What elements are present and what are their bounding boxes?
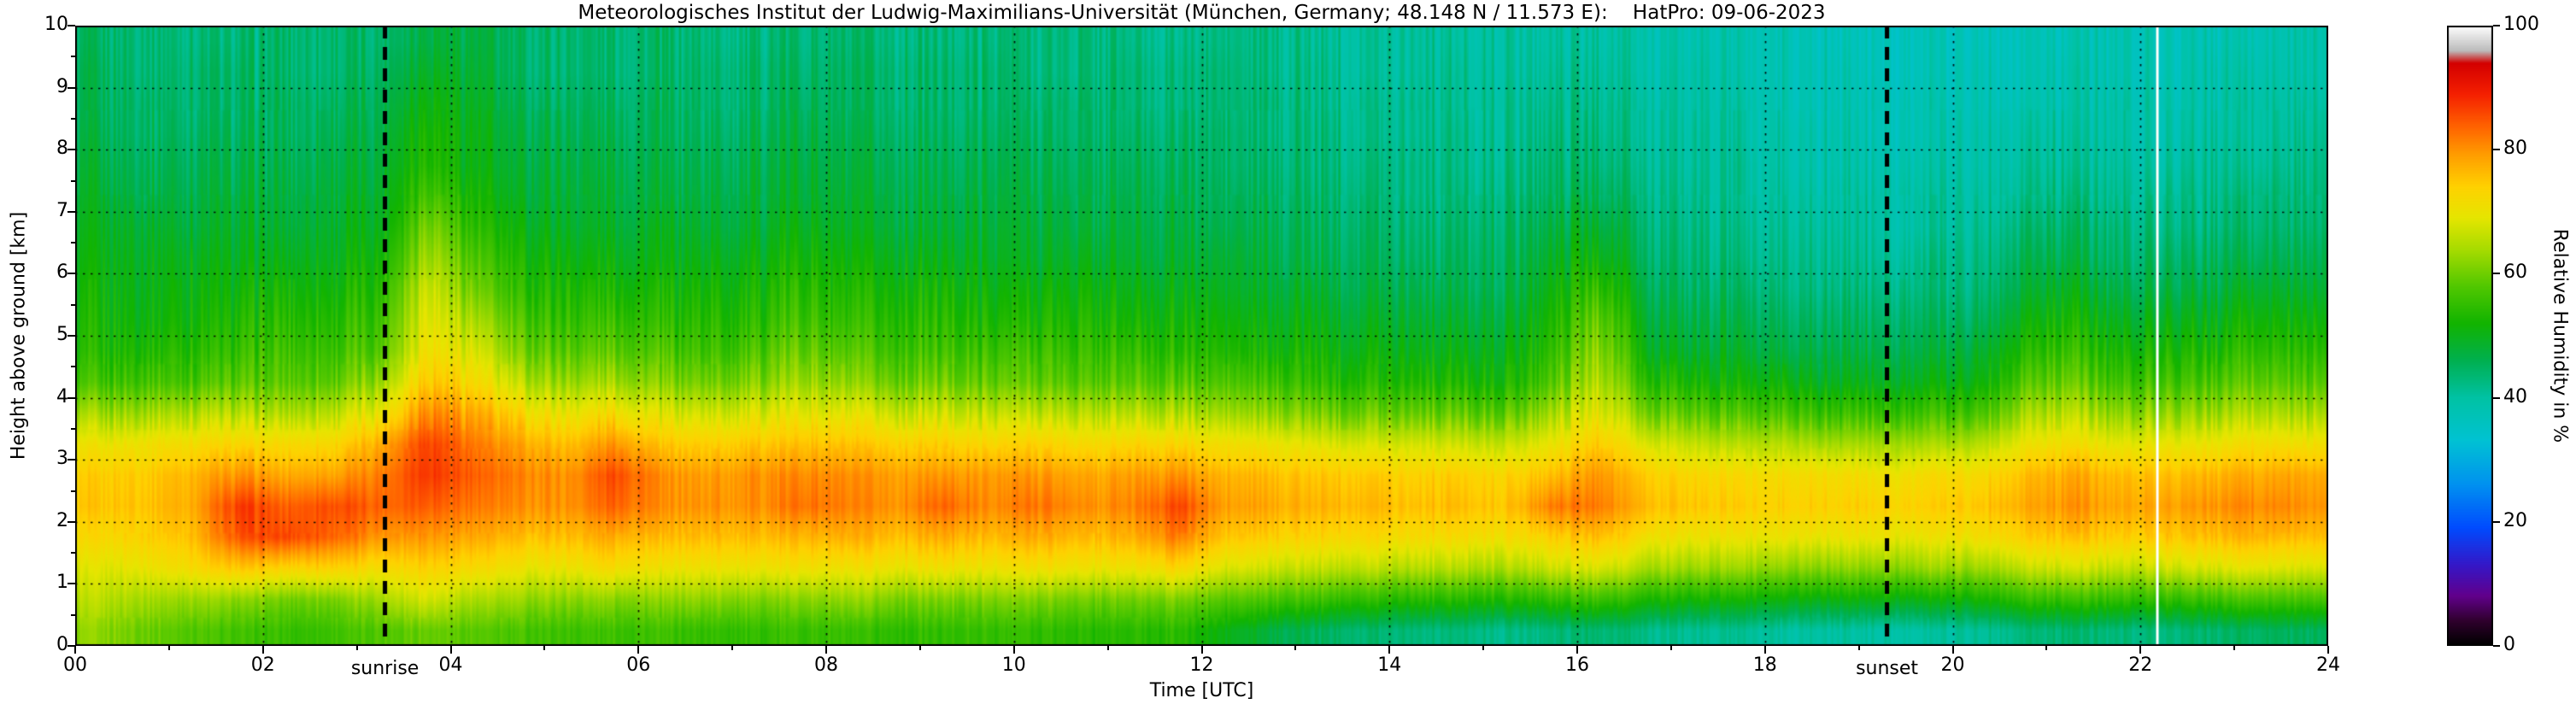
- x-tick-label: 04: [438, 654, 463, 676]
- colorbar-gradient-canvas: [2447, 26, 2493, 646]
- x-minor-tick-mark: [1857, 646, 1860, 650]
- plot-area: [75, 26, 2328, 646]
- x-tick-mark: [2139, 646, 2142, 654]
- y-tick-label: 4: [56, 385, 68, 408]
- y-minor-tick-mark: [71, 56, 75, 58]
- colorbar-tick-label: 40: [2503, 385, 2527, 408]
- x-tick-mark: [1951, 646, 1954, 654]
- sunrise-annotation: sunrise: [350, 658, 420, 679]
- x-tick-mark: [825, 646, 827, 654]
- colorbar-tick-mark: [2493, 645, 2500, 647]
- y-tick-mark: [67, 25, 75, 26]
- x-tick-label: 08: [814, 654, 838, 676]
- colorbar-tick-label: 80: [2503, 138, 2527, 160]
- x-tick-mark: [1576, 646, 1578, 654]
- y-tick-label: 7: [56, 199, 68, 221]
- x-tick-label: 24: [2316, 654, 2340, 676]
- y-tick-mark: [67, 149, 75, 151]
- y-minor-tick-mark: [71, 552, 75, 554]
- y-tick-mark: [67, 520, 75, 523]
- colorbar-tick-mark: [2493, 149, 2500, 151]
- y-axis-label: Height above ground [km]: [8, 211, 30, 461]
- y-minor-tick-mark: [71, 613, 75, 616]
- x-minor-tick-mark: [1482, 646, 1485, 650]
- x-minor-tick-mark: [1106, 646, 1109, 650]
- sunset-annotation: sunset: [1856, 658, 1919, 679]
- colorbar-tick-mark: [2493, 25, 2500, 26]
- colorbar-tick-mark: [2493, 396, 2500, 399]
- x-tick-label: 12: [1189, 654, 1214, 676]
- x-tick-mark: [1763, 646, 1766, 654]
- x-tick-mark: [1200, 646, 1203, 654]
- y-minor-tick-mark: [71, 303, 75, 306]
- y-tick-label: 8: [56, 138, 68, 160]
- y-tick-mark: [67, 335, 75, 337]
- y-tick-label: 5: [56, 324, 68, 345]
- colorbar-tick-mark: [2493, 273, 2500, 275]
- x-tick-label: 00: [63, 654, 87, 676]
- x-minor-tick-mark: [1669, 646, 1672, 650]
- x-tick-mark: [449, 646, 452, 654]
- y-tick-label: 9: [56, 75, 68, 97]
- y-tick-mark: [67, 86, 75, 89]
- colorbar: [2447, 26, 2493, 646]
- colorbar-tick-label: 100: [2503, 14, 2539, 35]
- y-tick-mark: [67, 396, 75, 399]
- x-tick-label: 16: [1565, 654, 1589, 676]
- x-minor-tick-mark: [2045, 646, 2048, 650]
- x-minor-tick-mark: [731, 646, 734, 650]
- heatmap-canvas: [75, 26, 2328, 646]
- x-minor-tick-mark: [1294, 646, 1297, 650]
- x-tick-mark: [74, 646, 76, 654]
- colorbar-tick-label: 20: [2503, 509, 2527, 531]
- x-minor-tick-mark: [355, 646, 358, 650]
- y-tick-mark: [67, 645, 75, 647]
- colorbar-tick-mark: [2493, 520, 2500, 523]
- y-minor-tick-mark: [71, 490, 75, 492]
- y-tick-label: 10: [44, 14, 68, 35]
- x-minor-tick-mark: [167, 646, 170, 650]
- x-tick-mark: [1388, 646, 1391, 654]
- y-tick-mark: [67, 583, 75, 585]
- x-tick-mark: [1012, 646, 1015, 654]
- x-minor-tick-mark: [2233, 646, 2236, 650]
- y-minor-tick-mark: [71, 427, 75, 430]
- x-tick-label: 14: [1377, 654, 1402, 676]
- x-tick-mark: [2327, 646, 2329, 654]
- chart-title: Meteorologisches Institut der Ludwig-Max…: [578, 2, 1826, 24]
- y-tick-label: 6: [56, 261, 68, 284]
- x-tick-mark: [261, 646, 264, 654]
- y-minor-tick-mark: [71, 242, 75, 244]
- x-tick-label: 20: [1940, 654, 1965, 676]
- x-tick-label: 18: [1752, 654, 1777, 676]
- y-minor-tick-mark: [71, 179, 75, 182]
- x-axis-label: Time [UTC]: [1149, 680, 1254, 701]
- x-tick-label: 22: [2128, 654, 2153, 676]
- x-tick-label: 02: [250, 654, 275, 676]
- x-minor-tick-mark: [918, 646, 921, 650]
- y-tick-label: 3: [56, 448, 68, 470]
- y-tick-label: 1: [56, 572, 68, 594]
- y-minor-tick-mark: [71, 117, 75, 120]
- y-tick-mark: [67, 273, 75, 275]
- colorbar-tick-label: 60: [2503, 261, 2527, 284]
- colorbar-label: Relative Humidity in %: [2549, 228, 2571, 443]
- x-tick-mark: [637, 646, 640, 654]
- x-minor-tick-mark: [543, 646, 546, 650]
- y-tick-mark: [67, 210, 75, 213]
- y-minor-tick-mark: [71, 366, 75, 368]
- x-tick-label: 10: [1001, 654, 1026, 676]
- x-tick-label: 06: [626, 654, 651, 676]
- colorbar-tick-label: 0: [2503, 634, 2515, 655]
- y-tick-label: 2: [56, 509, 68, 531]
- y-tick-mark: [67, 459, 75, 461]
- y-tick-label: 0: [56, 634, 68, 655]
